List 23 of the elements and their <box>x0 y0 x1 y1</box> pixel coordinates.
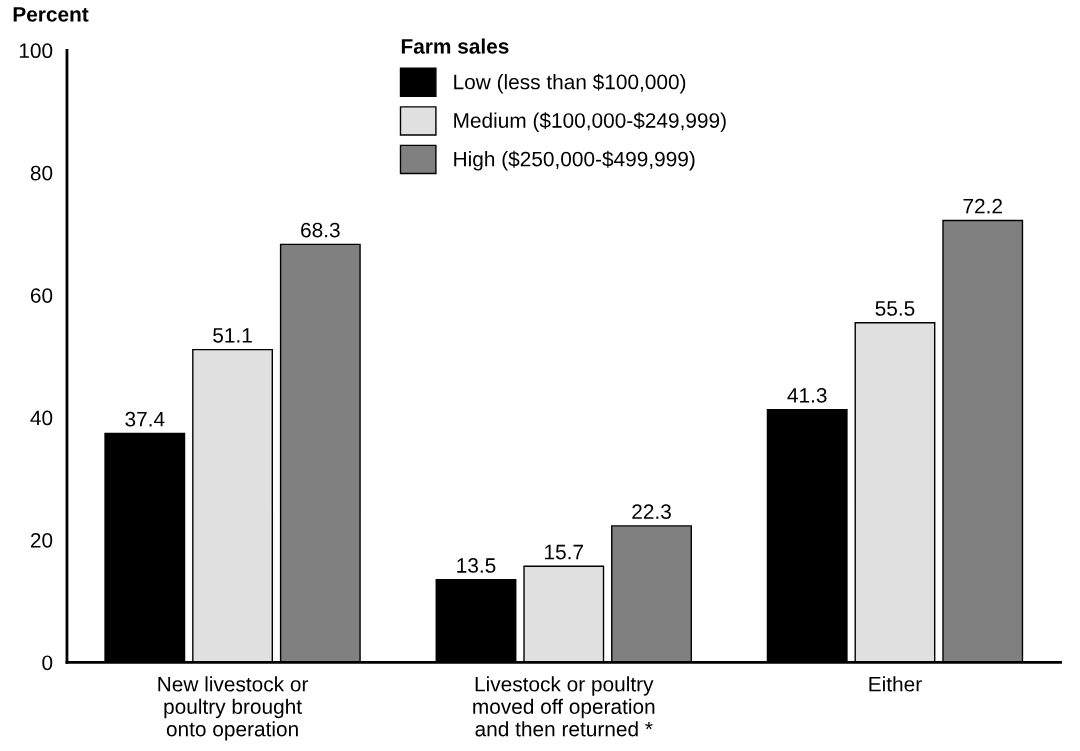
y-axis-title: Percent <box>13 7 89 22</box>
legend-label: Low (less than $100,000) <box>454 73 686 94</box>
data-label: 41.3 <box>787 387 827 403</box>
y-tick-label: 80 <box>30 165 53 181</box>
legend-label: Medium ($100,000-$249,999) <box>454 112 726 132</box>
legend-label: High ($250,000-$499,999) <box>454 150 695 171</box>
data-label: 68.3 <box>301 222 340 238</box>
legend-title: Farm sales <box>401 38 509 54</box>
data-label: 72.2 <box>963 198 1002 214</box>
data-label: 15.7 <box>545 544 583 560</box>
data-label: 13.5 <box>457 558 496 573</box>
x-tick-label: New livestock or poultry brought onto operation <box>158 676 309 741</box>
y-tick-label: 0 <box>42 655 53 671</box>
x-tick-label: Livestock or poultry moved off operation and then returned * <box>473 676 655 737</box>
data-label: 55.5 <box>875 301 915 316</box>
data-label: 51.1 <box>213 328 252 343</box>
y-tick-label: 40 <box>30 410 53 426</box>
x-tick-label: Either <box>869 676 922 692</box>
data-label: 22.3 <box>632 504 671 519</box>
y-tick-label: 60 <box>30 288 53 303</box>
y-tick-label: 100 <box>19 43 53 59</box>
y-tick-label: 20 <box>30 532 53 548</box>
data-label: 37.4 <box>125 411 165 427</box>
